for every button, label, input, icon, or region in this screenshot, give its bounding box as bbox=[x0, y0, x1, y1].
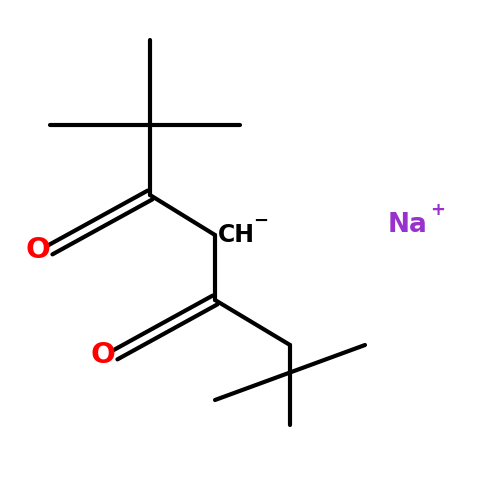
Text: −: − bbox=[254, 212, 268, 230]
Text: CH: CH bbox=[218, 223, 254, 247]
Text: +: + bbox=[430, 201, 445, 219]
Text: O: O bbox=[25, 236, 50, 264]
Text: O: O bbox=[90, 341, 115, 369]
Text: Na: Na bbox=[388, 212, 428, 238]
